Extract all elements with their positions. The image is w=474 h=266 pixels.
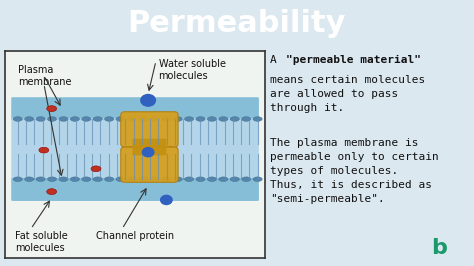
Ellipse shape bbox=[196, 177, 205, 181]
Ellipse shape bbox=[219, 117, 228, 121]
Ellipse shape bbox=[128, 177, 137, 181]
Ellipse shape bbox=[91, 166, 101, 172]
FancyBboxPatch shape bbox=[11, 178, 259, 201]
Text: Plasma
membrane: Plasma membrane bbox=[18, 65, 71, 88]
Ellipse shape bbox=[116, 117, 125, 121]
Ellipse shape bbox=[184, 117, 194, 121]
Ellipse shape bbox=[162, 117, 171, 121]
Ellipse shape bbox=[36, 117, 45, 121]
Ellipse shape bbox=[230, 117, 239, 121]
Ellipse shape bbox=[242, 177, 251, 181]
Ellipse shape bbox=[162, 177, 171, 181]
Text: Channel protein: Channel protein bbox=[96, 231, 174, 241]
Ellipse shape bbox=[207, 177, 217, 181]
Ellipse shape bbox=[184, 177, 194, 181]
Ellipse shape bbox=[93, 117, 102, 121]
Ellipse shape bbox=[253, 177, 262, 181]
Ellipse shape bbox=[128, 117, 137, 121]
FancyBboxPatch shape bbox=[132, 139, 166, 155]
Text: The plasma membrane is
permeable only to certain
types of molecules.
Thus, it is: The plasma membrane is permeable only to… bbox=[270, 138, 439, 204]
Ellipse shape bbox=[139, 177, 148, 181]
Ellipse shape bbox=[196, 117, 205, 121]
Ellipse shape bbox=[59, 177, 68, 181]
Text: Fat soluble
molecules: Fat soluble molecules bbox=[15, 231, 68, 253]
Ellipse shape bbox=[242, 117, 251, 121]
Ellipse shape bbox=[47, 117, 56, 121]
FancyBboxPatch shape bbox=[121, 147, 178, 182]
Ellipse shape bbox=[116, 177, 125, 181]
Circle shape bbox=[141, 94, 155, 106]
Ellipse shape bbox=[230, 177, 239, 181]
Ellipse shape bbox=[70, 117, 80, 121]
Text: Permeability: Permeability bbox=[128, 9, 346, 39]
Ellipse shape bbox=[82, 177, 91, 181]
Circle shape bbox=[161, 195, 172, 205]
FancyBboxPatch shape bbox=[11, 97, 259, 120]
Ellipse shape bbox=[82, 117, 91, 121]
Ellipse shape bbox=[25, 117, 34, 121]
Text: Water soluble
molecules: Water soluble molecules bbox=[158, 59, 226, 81]
Text: "permeable material": "permeable material" bbox=[286, 55, 421, 65]
Ellipse shape bbox=[47, 106, 56, 111]
Ellipse shape bbox=[70, 177, 80, 181]
Circle shape bbox=[142, 148, 154, 157]
Ellipse shape bbox=[173, 117, 182, 121]
Ellipse shape bbox=[105, 117, 114, 121]
Ellipse shape bbox=[39, 147, 49, 153]
Ellipse shape bbox=[93, 177, 102, 181]
Text: A: A bbox=[270, 55, 283, 65]
Ellipse shape bbox=[25, 177, 34, 181]
Ellipse shape bbox=[150, 117, 159, 121]
Ellipse shape bbox=[207, 117, 217, 121]
Ellipse shape bbox=[219, 177, 228, 181]
Ellipse shape bbox=[59, 117, 68, 121]
Ellipse shape bbox=[150, 177, 159, 181]
Ellipse shape bbox=[47, 177, 56, 181]
Ellipse shape bbox=[36, 177, 45, 181]
Ellipse shape bbox=[105, 177, 114, 181]
Ellipse shape bbox=[47, 189, 56, 194]
Ellipse shape bbox=[253, 117, 262, 121]
Ellipse shape bbox=[173, 177, 182, 181]
Ellipse shape bbox=[139, 117, 148, 121]
FancyBboxPatch shape bbox=[11, 118, 259, 180]
Text: b: b bbox=[431, 238, 447, 258]
Ellipse shape bbox=[13, 117, 22, 121]
Ellipse shape bbox=[13, 177, 22, 181]
FancyBboxPatch shape bbox=[121, 112, 178, 147]
Text: means certain molecules
are allowed to pass
through it.: means certain molecules are allowed to p… bbox=[270, 76, 426, 113]
